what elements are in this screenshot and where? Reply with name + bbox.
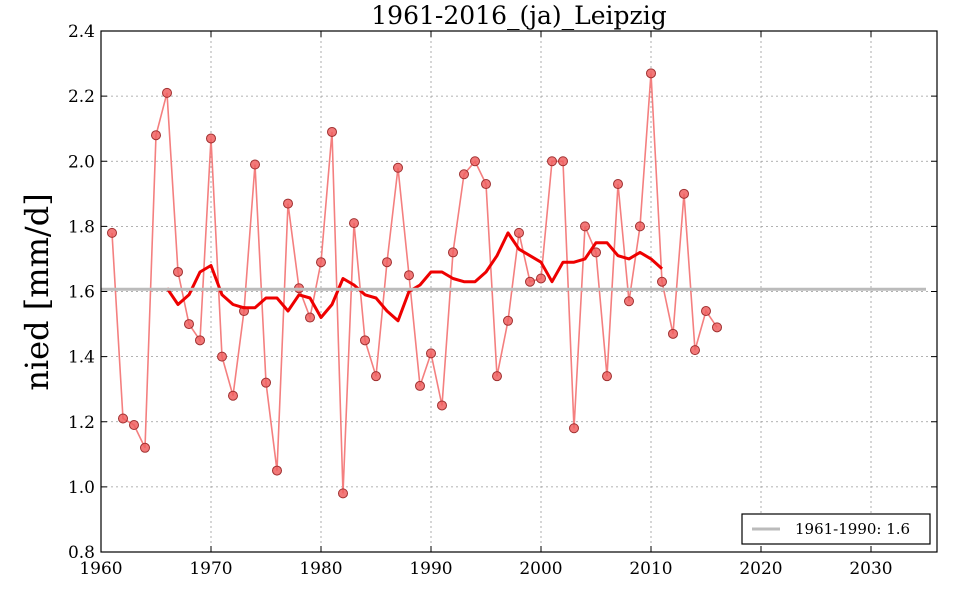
- annual-data-point: [151, 130, 161, 141]
- annual-data-point: [173, 266, 183, 277]
- annual-data-point: [635, 221, 645, 232]
- annual-data-point: [393, 162, 403, 173]
- y-tick-label: 1.4: [68, 348, 95, 368]
- annual-data-point: [404, 270, 414, 281]
- annual-data-point: [514, 227, 524, 238]
- annual-data-point: [525, 276, 535, 287]
- y-tick-label: 2.4: [68, 22, 95, 42]
- x-tick-label: 2000: [519, 559, 562, 579]
- annual-data-point: [613, 179, 623, 190]
- y-axis-label: nied [mm/d]: [18, 193, 56, 390]
- x-tick-label: 2030: [849, 559, 892, 579]
- annual-data-point: [492, 371, 502, 382]
- annual-data-point: [426, 348, 436, 359]
- x-tick-label: 1970: [189, 559, 232, 579]
- annual-data-point: [228, 390, 238, 401]
- axis-ticks: 1960 1970 1980 1990 2000 2010 2020 2030 0.8 1.0 1.…: [68, 22, 937, 579]
- annual-data-point: [690, 345, 700, 356]
- annual-data-point: [338, 488, 348, 499]
- annual-data-point: [305, 312, 315, 323]
- plot-marks: [101, 68, 926, 499]
- annual-data-point: [118, 413, 128, 424]
- annual-data-point: [195, 335, 205, 346]
- annual-data-point: [503, 315, 513, 326]
- y-tick-label: 1.6: [68, 283, 95, 303]
- annual-data-point: [250, 159, 260, 170]
- annual-data-point: [206, 133, 216, 144]
- annual-data-point: [657, 276, 667, 287]
- annual-series-line: [111, 73, 718, 494]
- legend: 1961-1990: 1.6: [741, 513, 931, 545]
- annual-data-point: [668, 328, 678, 339]
- annual-data-point: [459, 169, 469, 180]
- y-tick-label: 2.0: [68, 152, 95, 172]
- annual-data-point: [140, 442, 150, 453]
- annual-data-point: [382, 257, 392, 268]
- annual-data-point: [415, 380, 425, 391]
- annual-data-point: [569, 423, 579, 434]
- y-tick-label: 1.0: [68, 478, 95, 498]
- annual-data-point: [448, 247, 458, 258]
- annual-data-point: [162, 87, 172, 98]
- annual-data-point: [547, 156, 557, 167]
- annual-data-point: [602, 371, 612, 382]
- annual-data-point: [646, 68, 656, 79]
- annual-data-point: [580, 221, 590, 232]
- annual-data-point: [316, 257, 326, 268]
- grid-lines: [101, 31, 937, 552]
- annual-data-point: [272, 465, 282, 476]
- y-tick-label: 1.8: [68, 217, 95, 237]
- annual-data-point: [107, 227, 117, 238]
- annual-data-point: [701, 306, 711, 317]
- x-tick-label: 1990: [409, 559, 452, 579]
- x-tick-label: 2020: [739, 559, 782, 579]
- y-tick-label: 1.2: [68, 413, 95, 433]
- annual-data-point: [327, 126, 337, 137]
- annual-data-point: [184, 319, 194, 330]
- annual-data-point: [470, 156, 480, 167]
- x-tick-label: 1980: [299, 559, 342, 579]
- chart-title: 1961-2016_(ja)_Leipzig: [371, 1, 666, 30]
- x-tick-label: 2010: [629, 559, 672, 579]
- x-tick-label: 1960: [79, 559, 122, 579]
- annual-data-point: [261, 377, 271, 388]
- annual-data-point: [217, 351, 227, 362]
- legend-label: 1961-1990: 1.6: [795, 520, 910, 538]
- annual-data-point: [558, 156, 568, 167]
- annual-data-point: [360, 335, 370, 346]
- annual-data-point: [129, 420, 139, 431]
- annual-data-point: [481, 179, 491, 190]
- annual-data-point: [371, 371, 381, 382]
- annual-data-point: [624, 296, 634, 307]
- annual-data-point: [591, 247, 601, 258]
- annual-data-point: [679, 188, 689, 199]
- annual-data-point: [349, 218, 359, 229]
- y-tick-label: 2.2: [68, 87, 95, 107]
- annual-data-point: [283, 198, 293, 209]
- annual-data-point: [536, 273, 546, 284]
- y-tick-label: 0.8: [68, 543, 95, 563]
- annual-data-point: [712, 322, 722, 333]
- annual-data-point: [437, 400, 447, 411]
